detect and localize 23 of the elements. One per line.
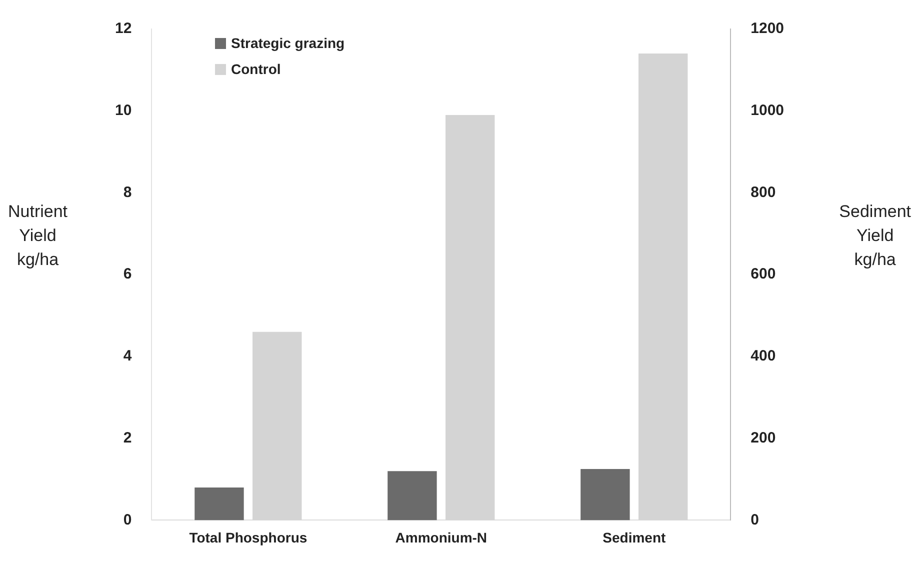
y2-tick-label: 400: [750, 348, 776, 365]
y-tick-label: 10: [114, 102, 132, 120]
y-tick-label: 8: [123, 184, 132, 201]
x-tick-label: Ammonium-N: [395, 529, 488, 546]
y-tick-label: 12: [114, 20, 132, 38]
bar: [388, 471, 437, 520]
x-tick-label: Sediment: [602, 529, 666, 546]
y2-axis-title: Sediment Yield kg/ha: [839, 201, 911, 271]
y-tick-label: 0: [123, 511, 132, 528]
y-tick-label: 4: [123, 348, 132, 365]
legend-label: Control: [231, 61, 281, 77]
y-tick-label: 6: [123, 266, 132, 283]
legend-label: Strategic grazing: [231, 35, 345, 51]
y2-tick-label: 1200: [750, 20, 784, 38]
x-tick-label: Total Phosphorus: [189, 529, 308, 546]
bar: [194, 487, 244, 520]
y2-tick-label: 200: [750, 429, 776, 446]
y2-tick-label: 0: [750, 511, 759, 528]
y2-tick-label: 600: [750, 266, 776, 283]
y2-tick-label: 1000: [750, 102, 784, 120]
y-axis-title: Nutrient Yield kg/ha: [8, 201, 68, 271]
y2-tick-label: 800: [750, 184, 776, 201]
y-tick-label: 2: [123, 429, 132, 446]
